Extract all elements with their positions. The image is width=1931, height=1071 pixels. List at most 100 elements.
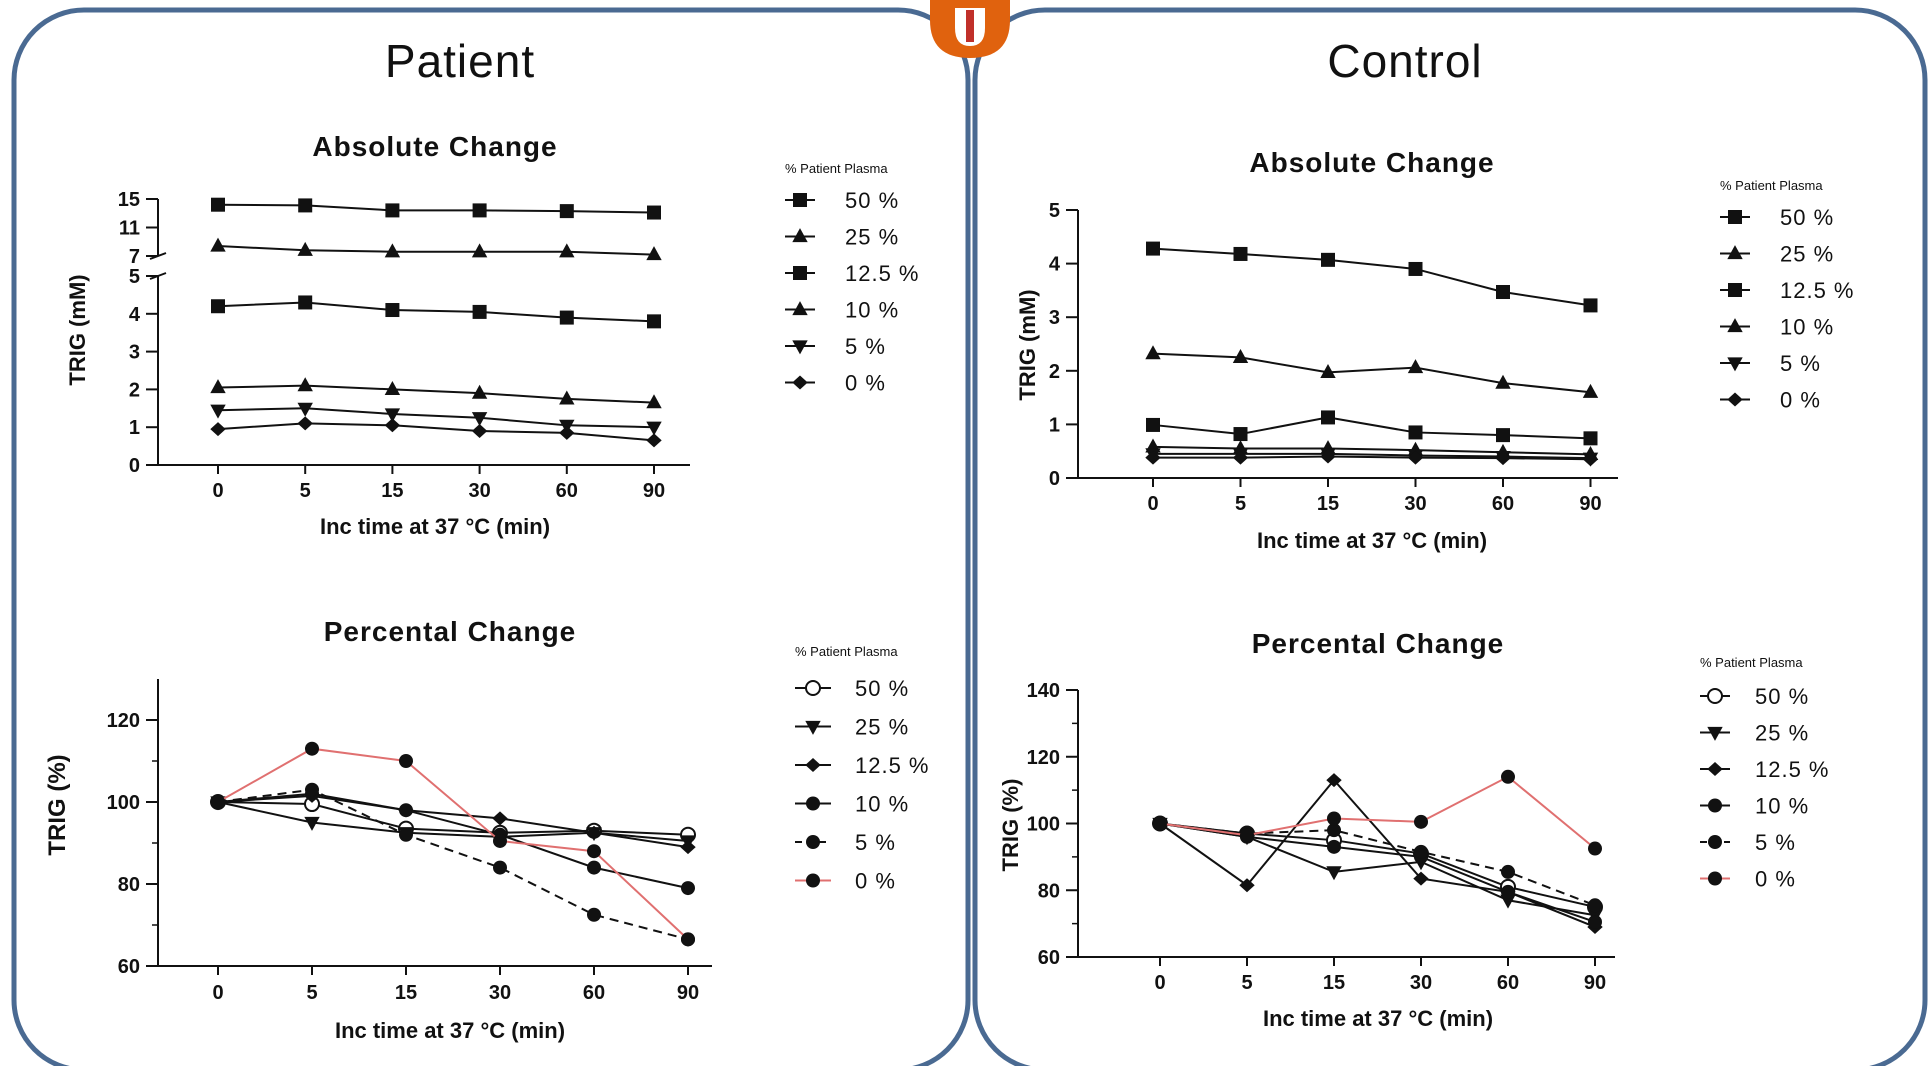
legend-marker xyxy=(1727,357,1743,372)
data-point xyxy=(1407,450,1424,465)
x-tick-label: 60 xyxy=(583,982,605,1004)
data-point xyxy=(1413,871,1429,886)
legend-marker xyxy=(1707,688,1723,704)
x-tick-label: 60 xyxy=(1492,493,1514,515)
series-line xyxy=(1152,445,1591,456)
legend-marker xyxy=(806,835,820,849)
legend-label: 10 % xyxy=(1755,794,1809,819)
legend-title: % Patient Plasma xyxy=(1700,655,1803,670)
series-5-pct xyxy=(210,402,662,436)
data-point xyxy=(384,381,401,395)
data-point xyxy=(1588,841,1602,856)
data-point xyxy=(472,203,487,218)
data-point xyxy=(559,243,575,258)
data-point xyxy=(1501,884,1515,899)
data-point xyxy=(587,860,601,875)
data-point xyxy=(1232,349,1249,363)
y-tick-label: 60 xyxy=(118,956,140,978)
data-point xyxy=(1233,427,1248,442)
series-50-pct xyxy=(1146,241,1598,313)
data-point xyxy=(471,412,488,427)
y-tick-label: 1 xyxy=(129,417,140,439)
legend-marker xyxy=(1727,318,1743,333)
data-point xyxy=(647,314,661,329)
data-point xyxy=(646,394,662,409)
y-axis-label: TRIG (mM) xyxy=(65,274,90,385)
y-axis-label: TRIG (mM) xyxy=(1015,289,1040,400)
legend-marker xyxy=(805,758,821,772)
data-point xyxy=(471,384,488,399)
data-point xyxy=(1239,878,1255,893)
series-125-pct xyxy=(1152,773,1603,934)
data-point xyxy=(493,860,507,875)
data-point xyxy=(304,816,320,831)
legend-label: 12.5 % xyxy=(1755,757,1830,782)
data-point xyxy=(211,299,225,314)
y-tick-label: 7 xyxy=(129,246,140,268)
x-tick-label: 30 xyxy=(468,480,490,502)
x-tick-label: 90 xyxy=(677,982,699,1004)
legend-label: 5 % xyxy=(845,334,886,359)
series-line xyxy=(217,245,655,256)
legend-label: 0 % xyxy=(845,371,886,396)
data-point xyxy=(298,295,313,310)
series-line xyxy=(1159,775,1596,850)
y-tick-label: 120 xyxy=(107,710,140,732)
data-point xyxy=(646,246,662,261)
legend-label: 0 % xyxy=(1755,867,1796,892)
data-point xyxy=(1327,839,1341,854)
legend: % Patient Plasma 50 % 25 % 12.5 % 10 % 5 % 0 % xyxy=(795,644,930,894)
legend-label: 5 % xyxy=(1780,351,1821,376)
data-point xyxy=(559,310,574,325)
series-0-pct xyxy=(211,741,695,947)
series-10-pct xyxy=(210,377,662,409)
data-point xyxy=(1496,285,1510,300)
legend-label: 5 % xyxy=(1755,830,1796,855)
legend-marker xyxy=(1708,871,1722,886)
x-axis-label: Inc time at 37 °C (min) xyxy=(320,514,550,539)
legend-marker xyxy=(806,796,820,811)
data-point xyxy=(298,198,313,213)
legend-marker xyxy=(1727,392,1743,407)
data-point xyxy=(1588,898,1602,913)
y-tick-label: 140 xyxy=(1027,680,1060,702)
series-line xyxy=(217,384,655,404)
x-tick-label: 90 xyxy=(643,480,665,502)
legend-label: 12.5 % xyxy=(855,753,930,778)
series-line xyxy=(1152,352,1591,394)
series-0-pct xyxy=(1153,769,1602,856)
y-tick-label: 5 xyxy=(1049,200,1060,222)
y-tick-label: 15 xyxy=(118,189,140,211)
data-point xyxy=(1327,823,1341,838)
data-point xyxy=(1327,811,1341,826)
data-point xyxy=(399,827,413,842)
data-point xyxy=(492,811,508,826)
data-point xyxy=(210,237,226,252)
data-point xyxy=(305,782,319,797)
series-25-pct xyxy=(1145,345,1599,398)
data-point xyxy=(680,840,696,855)
x-axis-label: Inc time at 37 °C (min) xyxy=(1263,1006,1493,1031)
data-point xyxy=(297,377,313,392)
data-point xyxy=(305,741,319,756)
data-point xyxy=(559,204,574,219)
x-tick-label: 0 xyxy=(1147,493,1158,515)
x-tick-label: 60 xyxy=(556,480,578,502)
data-point xyxy=(1496,428,1510,443)
x-tick-label: 30 xyxy=(1410,972,1432,994)
series-line xyxy=(217,792,689,890)
data-point xyxy=(211,795,225,809)
chart-title: Percental Change xyxy=(324,616,577,647)
legend-marker xyxy=(805,680,821,696)
series-line xyxy=(217,407,655,429)
x-tick-label: 15 xyxy=(1323,972,1345,994)
legend: % Patient Plasma 50 % 25 % 12.5 % 10 % 5 % 0 % xyxy=(785,161,920,396)
y-tick-label: 100 xyxy=(107,792,140,814)
chart-patient-percental: Percental Change 60 80 100 120 0 5 15 30 60 90 Inc … xyxy=(44,616,930,1043)
legend-label: 12.5 % xyxy=(845,261,920,286)
legend-marker xyxy=(1708,798,1722,813)
y-tick-label: 4 xyxy=(129,304,141,326)
x-tick-label: 0 xyxy=(1154,972,1165,994)
data-point xyxy=(1583,431,1598,446)
